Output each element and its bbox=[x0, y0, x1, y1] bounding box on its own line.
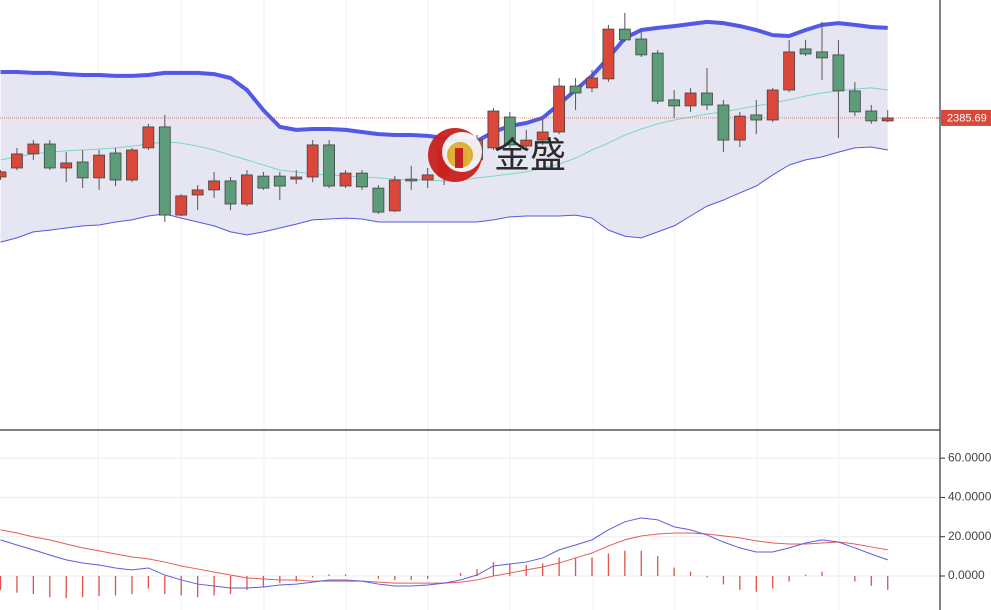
candle-body bbox=[306, 144, 319, 178]
candle-body bbox=[126, 149, 138, 181]
plot-layer bbox=[0, 12, 940, 599]
candle-body bbox=[503, 116, 516, 146]
candle-body bbox=[684, 92, 697, 107]
candle-body bbox=[257, 175, 270, 189]
candle-body bbox=[323, 144, 336, 187]
candle-body bbox=[208, 180, 220, 191]
candle-body bbox=[191, 189, 204, 196]
candle-body bbox=[43, 143, 56, 169]
y-tick-label: 60.0000 bbox=[948, 450, 991, 464]
y-tick-label: 0.0000 bbox=[948, 568, 985, 582]
candle-body bbox=[93, 154, 105, 179]
logo-mark bbox=[455, 148, 463, 168]
candle-body bbox=[109, 152, 122, 181]
candle-body bbox=[651, 52, 664, 102]
current-price-label: 2385.69 bbox=[947, 112, 987, 124]
y-tick-label: 40.0000 bbox=[948, 490, 991, 504]
candle-body bbox=[668, 99, 681, 107]
candle-body bbox=[717, 104, 730, 141]
candle-body bbox=[76, 161, 89, 179]
candle-body bbox=[356, 172, 368, 188]
candle-body bbox=[273, 175, 286, 187]
candle-body bbox=[618, 28, 631, 41]
candle-body bbox=[569, 85, 582, 94]
watermark-logo: 金盛 bbox=[428, 128, 566, 182]
candle-body bbox=[635, 38, 648, 56]
current-price-box bbox=[941, 109, 991, 126]
candle-body bbox=[175, 195, 188, 216]
candle-body bbox=[60, 162, 73, 169]
candle-body bbox=[766, 89, 779, 121]
candle-body bbox=[865, 110, 878, 122]
candle-body bbox=[142, 126, 155, 149]
candle-body bbox=[158, 126, 171, 216]
candle-body bbox=[520, 139, 533, 147]
candle-body bbox=[536, 131, 549, 141]
candle-body bbox=[487, 110, 500, 149]
candle-body bbox=[421, 174, 434, 181]
candle-body bbox=[881, 117, 894, 122]
candle-body bbox=[586, 77, 598, 89]
candle-body bbox=[816, 51, 828, 59]
candle-body bbox=[701, 92, 713, 106]
watermark: 金盛 bbox=[494, 135, 566, 176]
candle-body bbox=[27, 143, 40, 155]
y-tick-label: 20.0000 bbox=[948, 529, 991, 543]
candle-body bbox=[339, 172, 352, 187]
dif-line bbox=[0, 517, 888, 589]
candle-body bbox=[0, 171, 7, 178]
candle-body bbox=[290, 176, 303, 180]
candle-body bbox=[799, 48, 812, 55]
candle-body bbox=[241, 174, 253, 205]
candle-body bbox=[783, 51, 796, 91]
candle-body bbox=[848, 90, 861, 113]
candle-body bbox=[372, 187, 385, 213]
candle-body bbox=[832, 54, 845, 92]
candle-body bbox=[224, 180, 237, 205]
band-lower bbox=[0, 146, 888, 243]
candle-body bbox=[388, 179, 401, 212]
candle-body bbox=[553, 85, 566, 133]
candle-body bbox=[750, 114, 763, 121]
candle-body bbox=[733, 115, 746, 141]
candle-body bbox=[602, 28, 615, 80]
candle-body bbox=[405, 178, 418, 182]
dea-line bbox=[0, 529, 888, 584]
candle-body bbox=[11, 153, 23, 169]
